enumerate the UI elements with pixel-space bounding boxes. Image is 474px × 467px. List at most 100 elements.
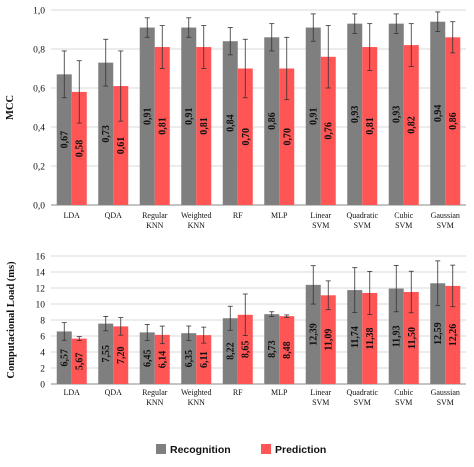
data-label: 0,73 [101, 125, 112, 143]
bar-prediction [154, 334, 170, 384]
bar-recognition [388, 23, 404, 206]
data-label: 0,91 [184, 108, 195, 126]
data-label: 0,86 [448, 112, 459, 129]
category-label: Regular KNN [142, 211, 168, 230]
y-tick-label: 0 [40, 381, 45, 391]
category-label: RF [233, 388, 243, 397]
y-tick-label: 0,0 [33, 202, 45, 212]
y-tick-label: 0,2 [33, 163, 45, 173]
legend-label-recognition: Recognition [170, 444, 231, 456]
data-label: 11,38 [365, 328, 376, 350]
data-label: 11,50 [407, 327, 418, 349]
bar-prediction [71, 338, 87, 384]
bar-recognition [305, 284, 321, 384]
bar-prediction [113, 326, 129, 384]
data-label: 11,93 [392, 325, 403, 347]
y-tick-label: 6 [40, 333, 45, 343]
category-label: Linear SVM [310, 211, 331, 230]
y-axis-title: Computacional Load (ms) [6, 261, 17, 379]
data-label: 7,20 [116, 346, 127, 364]
data-label: 11,74 [350, 326, 361, 348]
category-label: Weighted KNN [181, 211, 211, 230]
legend: Recognition Prediction [156, 444, 326, 456]
bar-prediction [320, 295, 336, 384]
y-tick-label: 0,8 [33, 46, 45, 56]
bar-recognition [430, 21, 446, 206]
bar-prediction [237, 68, 253, 205]
bar-prediction [196, 47, 212, 205]
y-tick-label: 8 [40, 317, 45, 327]
category-label: Quadratic SVM [346, 388, 378, 407]
legend-label-prediction: Prediction [275, 444, 326, 456]
bar-recognition [264, 314, 280, 384]
bar-prediction [196, 335, 212, 384]
data-label: 8,22 [226, 342, 237, 360]
bar-prediction [279, 316, 295, 384]
data-label: 0,58 [75, 140, 86, 158]
data-label: 6,57 [60, 349, 71, 367]
data-label: 6,14 [158, 351, 169, 369]
bar-recognition [388, 288, 404, 384]
category-label: Gaussian SVM [431, 211, 460, 230]
category-label: QDA [105, 211, 123, 220]
bar-recognition [347, 23, 363, 206]
y-tick-label: 1,0 [33, 7, 45, 17]
bar-prediction [403, 45, 419, 205]
data-label: 6,45 [143, 349, 154, 367]
data-label: 7,55 [101, 345, 112, 363]
data-label: 0,93 [350, 106, 361, 124]
bar-prediction [445, 37, 461, 205]
bar-prediction [113, 86, 129, 205]
bar-recognition [222, 318, 238, 384]
bar-recognition [98, 62, 114, 206]
bar-prediction [320, 56, 336, 205]
bar-recognition [222, 41, 238, 206]
data-label: 6,35 [184, 350, 195, 368]
category-label: Gaussian SVM [431, 388, 460, 407]
data-label: 12,26 [448, 324, 459, 347]
bar-recognition [139, 332, 155, 384]
category-label: LDA [64, 211, 81, 220]
data-label: 0,94 [433, 105, 444, 123]
bar-prediction [237, 314, 253, 384]
computational-load-chart: 0 2 4 6 8 10 12 14 16 Computacional Load (ms) 6,57… [6, 253, 466, 407]
bar-prediction [362, 47, 378, 205]
legend-swatch-prediction [261, 444, 271, 454]
data-label: 0,81 [158, 117, 169, 134]
data-label: 8,65 [241, 341, 252, 359]
bar-recognition [139, 27, 155, 205]
category-label: Cubic SVM [394, 388, 414, 407]
y-tick-label: 2 [40, 365, 45, 375]
y-tick-label: 0,4 [33, 124, 45, 134]
bar-prediction [154, 47, 170, 205]
data-label: 0,61 [116, 137, 127, 155]
data-label: 5,67 [75, 353, 86, 371]
data-label: 0,81 [199, 117, 210, 134]
bar-prediction [71, 91, 87, 205]
category-label: Regular KNN [142, 388, 168, 407]
bar-recognition [56, 331, 72, 384]
y-tick-label: 12 [36, 285, 46, 295]
category-label: Quadratic SVM [346, 211, 378, 230]
bar-prediction [403, 292, 419, 384]
category-label: MLP [271, 211, 288, 220]
data-label: 0,82 [407, 116, 418, 134]
data-label: 0,67 [60, 131, 71, 149]
y-tick-label: 10 [36, 301, 46, 311]
y-tick-label: 4 [40, 349, 45, 359]
data-label: 0,86 [267, 112, 278, 129]
bar-prediction [279, 68, 295, 205]
category-label: LDA [64, 388, 81, 397]
data-label: 0,84 [226, 114, 237, 132]
data-label: 8,73 [267, 340, 278, 358]
category-label: Linear SVM [310, 388, 331, 407]
bar-recognition [181, 27, 197, 205]
bar-recognition [264, 37, 280, 205]
data-label: 12,59 [433, 322, 444, 345]
data-label: 0,91 [309, 108, 320, 126]
data-label: 0,81 [365, 117, 376, 134]
data-label: 0,93 [392, 106, 403, 124]
category-label: Cubic SVM [394, 211, 414, 230]
bar-recognition [305, 27, 321, 205]
